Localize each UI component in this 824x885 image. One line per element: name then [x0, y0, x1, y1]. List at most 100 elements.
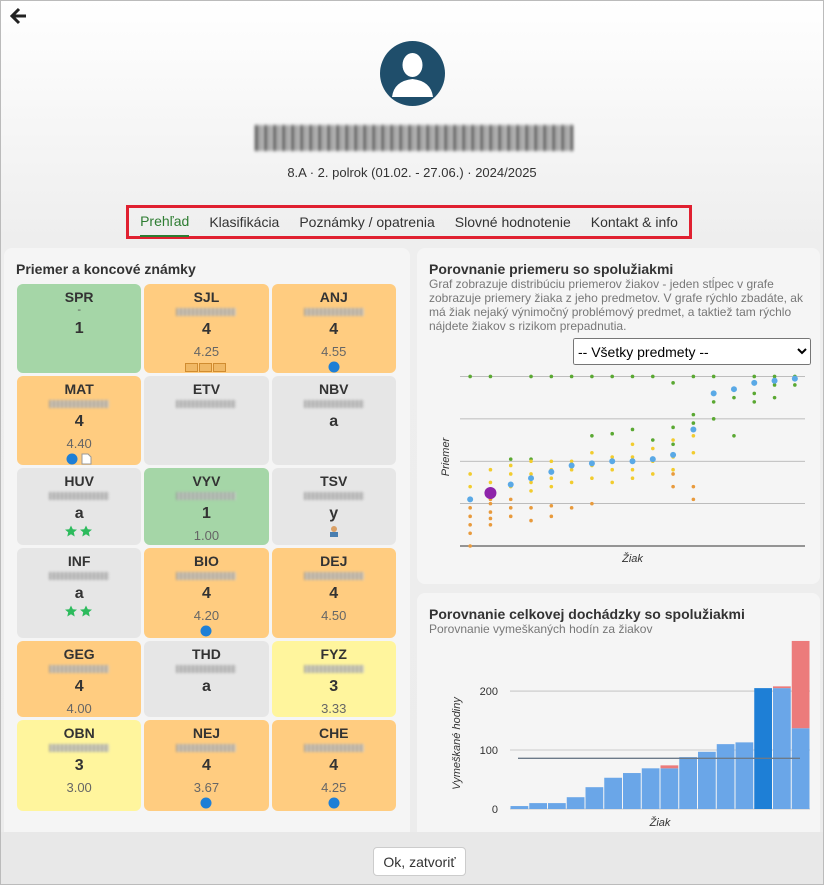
subject-point [590, 450, 594, 455]
icon-doc [81, 453, 92, 465]
tab[interactable]: Kontakt & info [590, 214, 678, 230]
subject-point [630, 442, 635, 447]
tab[interactable]: Poznámky / opatrenia [299, 214, 435, 230]
final-grade: 4 [74, 413, 84, 430]
teacher-name-blurred [303, 744, 364, 752]
student-average [751, 379, 758, 386]
subject-point [508, 514, 513, 519]
subject-select[interactable]: -- Všetky predmety -- [573, 338, 811, 365]
grade-card: NEJ 4 3.67 [144, 720, 269, 811]
icons [17, 453, 141, 465]
subject-point [610, 455, 615, 459]
subject-point [610, 374, 615, 379]
icon-circle [200, 625, 212, 637]
grade-card: VYV 1 1.00 [144, 468, 269, 545]
student-average [467, 496, 474, 503]
tab[interactable]: Slovné hodnotenie [454, 214, 571, 230]
icon [66, 453, 78, 465]
y-tick-label: 0 [492, 804, 498, 816]
icons [272, 797, 396, 809]
charts: Priemer Žiak 0 100 200 Vymeškané hodiny Žiak [440, 374, 810, 829]
subject-code: NBV [318, 381, 349, 397]
subject-code: DEJ [320, 553, 348, 569]
bar [754, 688, 772, 809]
subject-point [671, 442, 675, 447]
subject-point [569, 459, 574, 464]
student-average [771, 377, 778, 384]
student-average [629, 458, 636, 465]
average: 4.40 [66, 436, 92, 451]
subject-point [671, 467, 675, 472]
average: 4.00 [66, 701, 92, 716]
final-grade: 4 [329, 321, 339, 338]
y-tick-label: 100 [480, 745, 498, 757]
avatar [380, 41, 445, 106]
icon-star [65, 605, 78, 617]
subject-point [752, 374, 757, 379]
final-grade: a [329, 413, 339, 430]
attendance-chart-panel: Porovnanie celkovej dochádzky so spoluži… [417, 593, 820, 853]
subject-point [508, 497, 513, 502]
final-grade: 1 [201, 505, 211, 522]
icon-star [80, 525, 93, 537]
subject-point [488, 467, 493, 472]
subject-code: HUV [64, 473, 94, 489]
teacher-name-blurred [176, 492, 237, 500]
student-average [690, 426, 697, 433]
subject-point [590, 434, 594, 438]
bar [716, 744, 735, 809]
subject-code: SJL [193, 289, 220, 305]
ok-button[interactable]: Ok, zatvoriť [373, 847, 466, 876]
tab[interactable]: Klasifikácia [209, 214, 280, 230]
final-grade: a [201, 678, 211, 695]
back-button[interactable] [10, 7, 28, 25]
subject-point [529, 472, 533, 476]
subject-point [630, 374, 635, 379]
student-average [528, 475, 535, 482]
grade-cards: SPR - 1 SJL 4 4.25 ANJ 4 4.55 MAT 4 4.40 ETV NBV a HUV a… [17, 284, 396, 811]
subject-point [590, 501, 594, 506]
tab[interactable]: Prehľad [140, 207, 190, 237]
subject-point [650, 446, 655, 451]
subtitle: 8.A · 2. polrok (01.02. - 27.06.) · 2024… [287, 165, 537, 180]
subject-point [468, 472, 472, 476]
subject-point [671, 472, 675, 476]
final-grade: 4 [329, 757, 339, 774]
icon-circle [328, 361, 340, 373]
bar [679, 757, 697, 809]
subject-point [732, 434, 736, 438]
icon [65, 605, 93, 617]
subject-point [529, 506, 533, 510]
subject-point [630, 467, 635, 472]
teacher-name-blurred [303, 400, 364, 408]
grade-card: THD a [144, 641, 269, 717]
subject-point [549, 459, 554, 464]
icon [328, 361, 340, 373]
teacher-name-blurred [176, 400, 237, 408]
subject-point [488, 480, 493, 485]
teacher-name-blurred [49, 665, 110, 673]
teacher-name-blurred [176, 744, 237, 752]
subject-point [488, 374, 493, 379]
subject-code: FYZ [320, 646, 347, 662]
average-chart-panel: Porovnanie priemeru so spolužiakmi Graf … [417, 248, 820, 584]
final-grade: 4 [201, 585, 211, 602]
subject-point [610, 431, 615, 436]
subject-code: ETV [192, 381, 221, 397]
subject-code: CHE [318, 725, 349, 741]
teacher-name-blurred [49, 744, 110, 752]
subject-point [468, 374, 472, 379]
final-grade: a [74, 585, 84, 602]
teacher-name-blurred [303, 665, 364, 673]
footer: Ok, zatvoriť [1, 832, 823, 884]
teacher-name-blurred [303, 308, 364, 316]
y-tick-label: 200 [480, 686, 498, 698]
icons [17, 605, 141, 617]
bar [604, 777, 622, 809]
teacher-name-blurred [176, 572, 237, 580]
final-grade: y [329, 505, 339, 522]
subject-point [569, 374, 574, 379]
chart-title: Porovnanie celkovej dochádzky so spoluži… [429, 606, 745, 622]
average: 4.25 [321, 780, 347, 795]
student-average [507, 481, 514, 488]
